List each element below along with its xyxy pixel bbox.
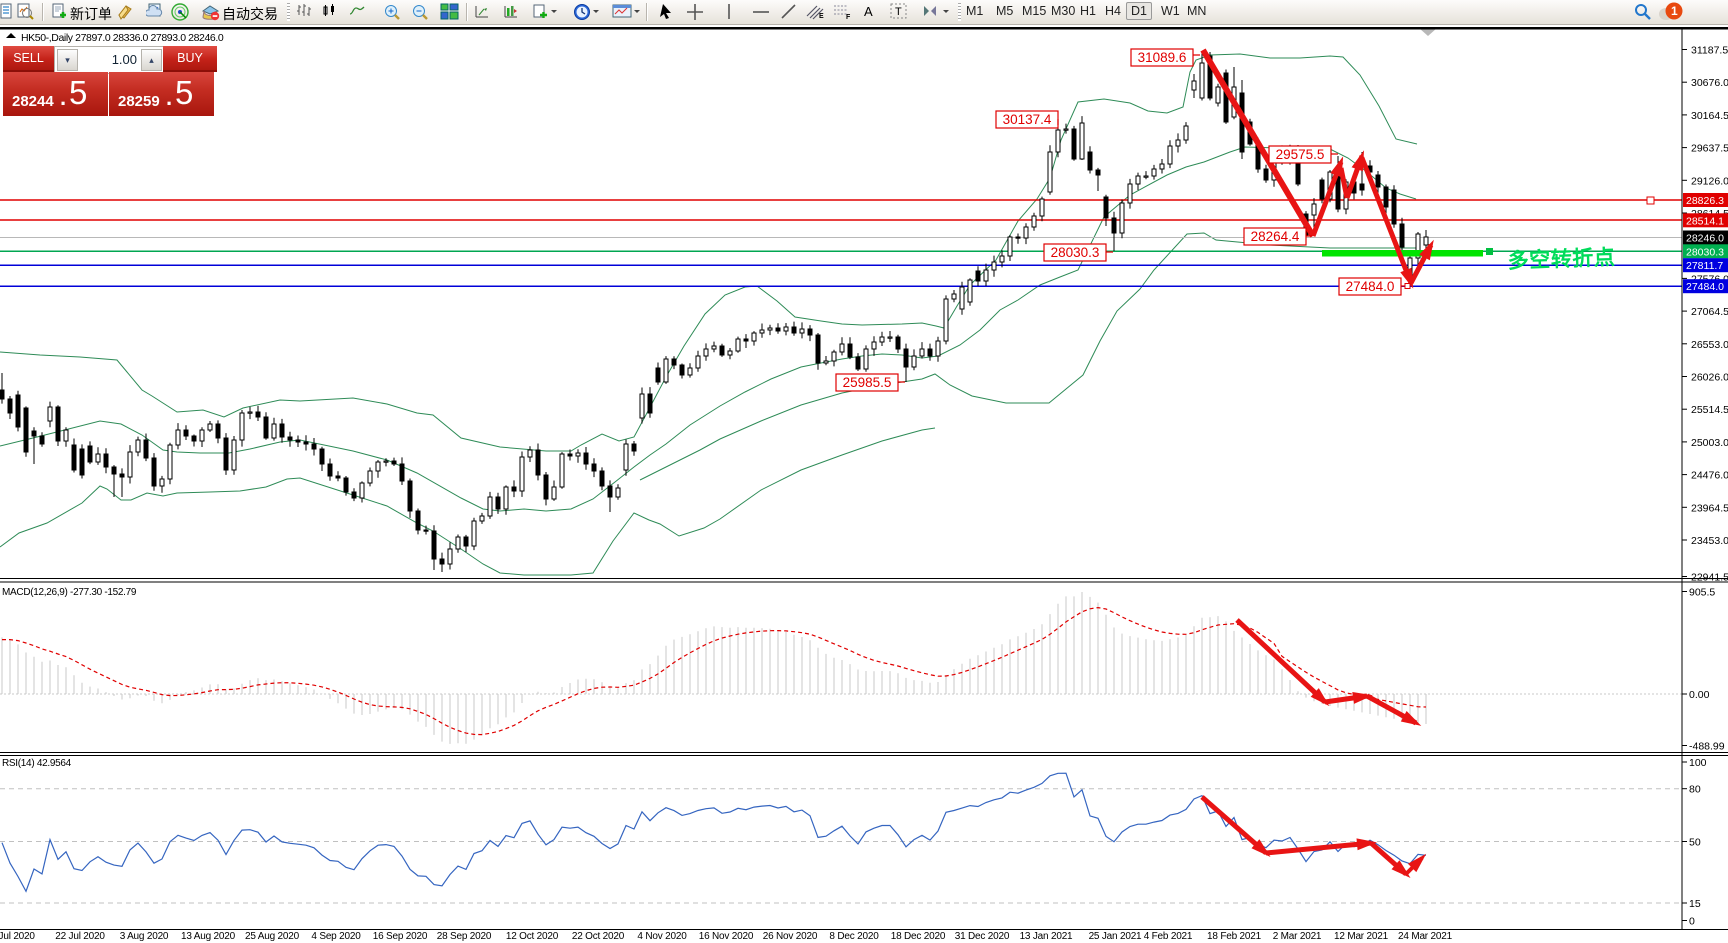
svg-text:18 Feb 2021: 18 Feb 2021	[1207, 931, 1262, 942]
svg-text:25 Aug 2020: 25 Aug 2020	[245, 931, 300, 942]
svg-text:4 Nov 2020: 4 Nov 2020	[637, 931, 687, 942]
svg-text:1: 1	[1671, 4, 1678, 18]
svg-text:28030.3: 28030.3	[1051, 245, 1100, 260]
svg-text:3 Aug 2020: 3 Aug 2020	[120, 931, 169, 942]
svg-text:22 Jul 2020: 22 Jul 2020	[55, 931, 105, 942]
svg-text:T: T	[895, 6, 902, 18]
svg-text:RSI(14) 42.9564: RSI(14) 42.9564	[2, 758, 72, 769]
svg-text:30676.0: 30676.0	[1691, 77, 1728, 89]
svg-text:28264.4: 28264.4	[1251, 229, 1300, 244]
svg-text:25514.5: 25514.5	[1691, 404, 1728, 416]
svg-text:100: 100	[1689, 757, 1707, 769]
svg-text:16 Sep 2020: 16 Sep 2020	[373, 931, 428, 942]
svg-text:0: 0	[1689, 916, 1695, 928]
svg-text:20 Jul 2020: 20 Jul 2020	[0, 931, 35, 942]
svg-text:905.5: 905.5	[1689, 587, 1715, 599]
svg-text:80: 80	[1689, 784, 1701, 796]
svg-text:2 Mar 2021: 2 Mar 2021	[1273, 931, 1322, 942]
svg-text:13 Jan 2021: 13 Jan 2021	[1020, 931, 1073, 942]
svg-text:24 Mar 2021: 24 Mar 2021	[1398, 931, 1453, 942]
svg-text:26026.0: 26026.0	[1691, 372, 1728, 384]
svg-text:28514.1: 28514.1	[1686, 215, 1724, 227]
svg-text:13 Aug 2020: 13 Aug 2020	[181, 931, 236, 942]
svg-text:24476.0: 24476.0	[1691, 470, 1728, 482]
svg-text:31 Dec 2020: 31 Dec 2020	[955, 931, 1010, 942]
svg-text:26 Nov 2020: 26 Nov 2020	[763, 931, 818, 942]
svg-text:E: E	[819, 13, 824, 20]
svg-text:15: 15	[1689, 898, 1701, 910]
svg-text:28 Sep 2020: 28 Sep 2020	[437, 931, 492, 942]
svg-text:F: F	[846, 14, 851, 20]
svg-text:31089.6: 31089.6	[1138, 50, 1187, 65]
svg-text:25003.0: 25003.0	[1691, 437, 1728, 449]
svg-text:27811.7: 27811.7	[1686, 260, 1723, 272]
svg-text:12 Mar 2021: 12 Mar 2021	[1334, 931, 1389, 942]
svg-text:HK50-,Daily 27897.0 28336.0 2: HK50-,Daily 27897.0 28336.0 27893.0 2824…	[21, 32, 224, 44]
svg-text:12 Oct 2020: 12 Oct 2020	[506, 931, 559, 942]
svg-text:50: 50	[1689, 837, 1701, 849]
svg-text:4 Feb 2021: 4 Feb 2021	[1144, 931, 1193, 942]
svg-text:25 Jan 2021: 25 Jan 2021	[1089, 931, 1142, 942]
svg-text:31187.5: 31187.5	[1691, 45, 1728, 57]
svg-text:23964.5: 23964.5	[1691, 502, 1728, 514]
svg-text:28826.3: 28826.3	[1686, 195, 1724, 207]
svg-text:29637.5: 29637.5	[1691, 143, 1728, 155]
svg-text:26553.0: 26553.0	[1691, 339, 1728, 351]
svg-text:22941.5: 22941.5	[1691, 572, 1728, 584]
svg-text:16 Nov 2020: 16 Nov 2020	[699, 931, 754, 942]
svg-text:29126.0: 29126.0	[1691, 175, 1728, 187]
svg-text:0.00: 0.00	[1689, 689, 1710, 701]
svg-text:22 Oct 2020: 22 Oct 2020	[572, 931, 625, 942]
svg-text:25985.5: 25985.5	[843, 375, 892, 390]
svg-text:30137.4: 30137.4	[1003, 112, 1052, 127]
svg-text:-488.99: -488.99	[1689, 741, 1725, 753]
svg-text:27484.0: 27484.0	[1686, 281, 1724, 293]
svg-text:8 Dec 2020: 8 Dec 2020	[829, 931, 879, 942]
svg-text:MACD(12,26,9) -277.30 -152.79: MACD(12,26,9) -277.30 -152.79	[2, 587, 137, 598]
svg-text:27064.5: 27064.5	[1691, 306, 1728, 318]
svg-text:28030.3: 28030.3	[1686, 246, 1724, 258]
svg-text:29575.5: 29575.5	[1276, 147, 1325, 162]
svg-text:27484.0: 27484.0	[1346, 279, 1395, 294]
svg-text:30164.5: 30164.5	[1691, 110, 1728, 122]
svg-text:18 Dec 2020: 18 Dec 2020	[891, 931, 946, 942]
svg-text:4 Sep 2020: 4 Sep 2020	[311, 931, 361, 942]
svg-text:23453.0: 23453.0	[1691, 535, 1728, 547]
svg-text:28246.0: 28246.0	[1686, 233, 1724, 245]
svg-text:多空转折点: 多空转折点	[1507, 245, 1615, 273]
